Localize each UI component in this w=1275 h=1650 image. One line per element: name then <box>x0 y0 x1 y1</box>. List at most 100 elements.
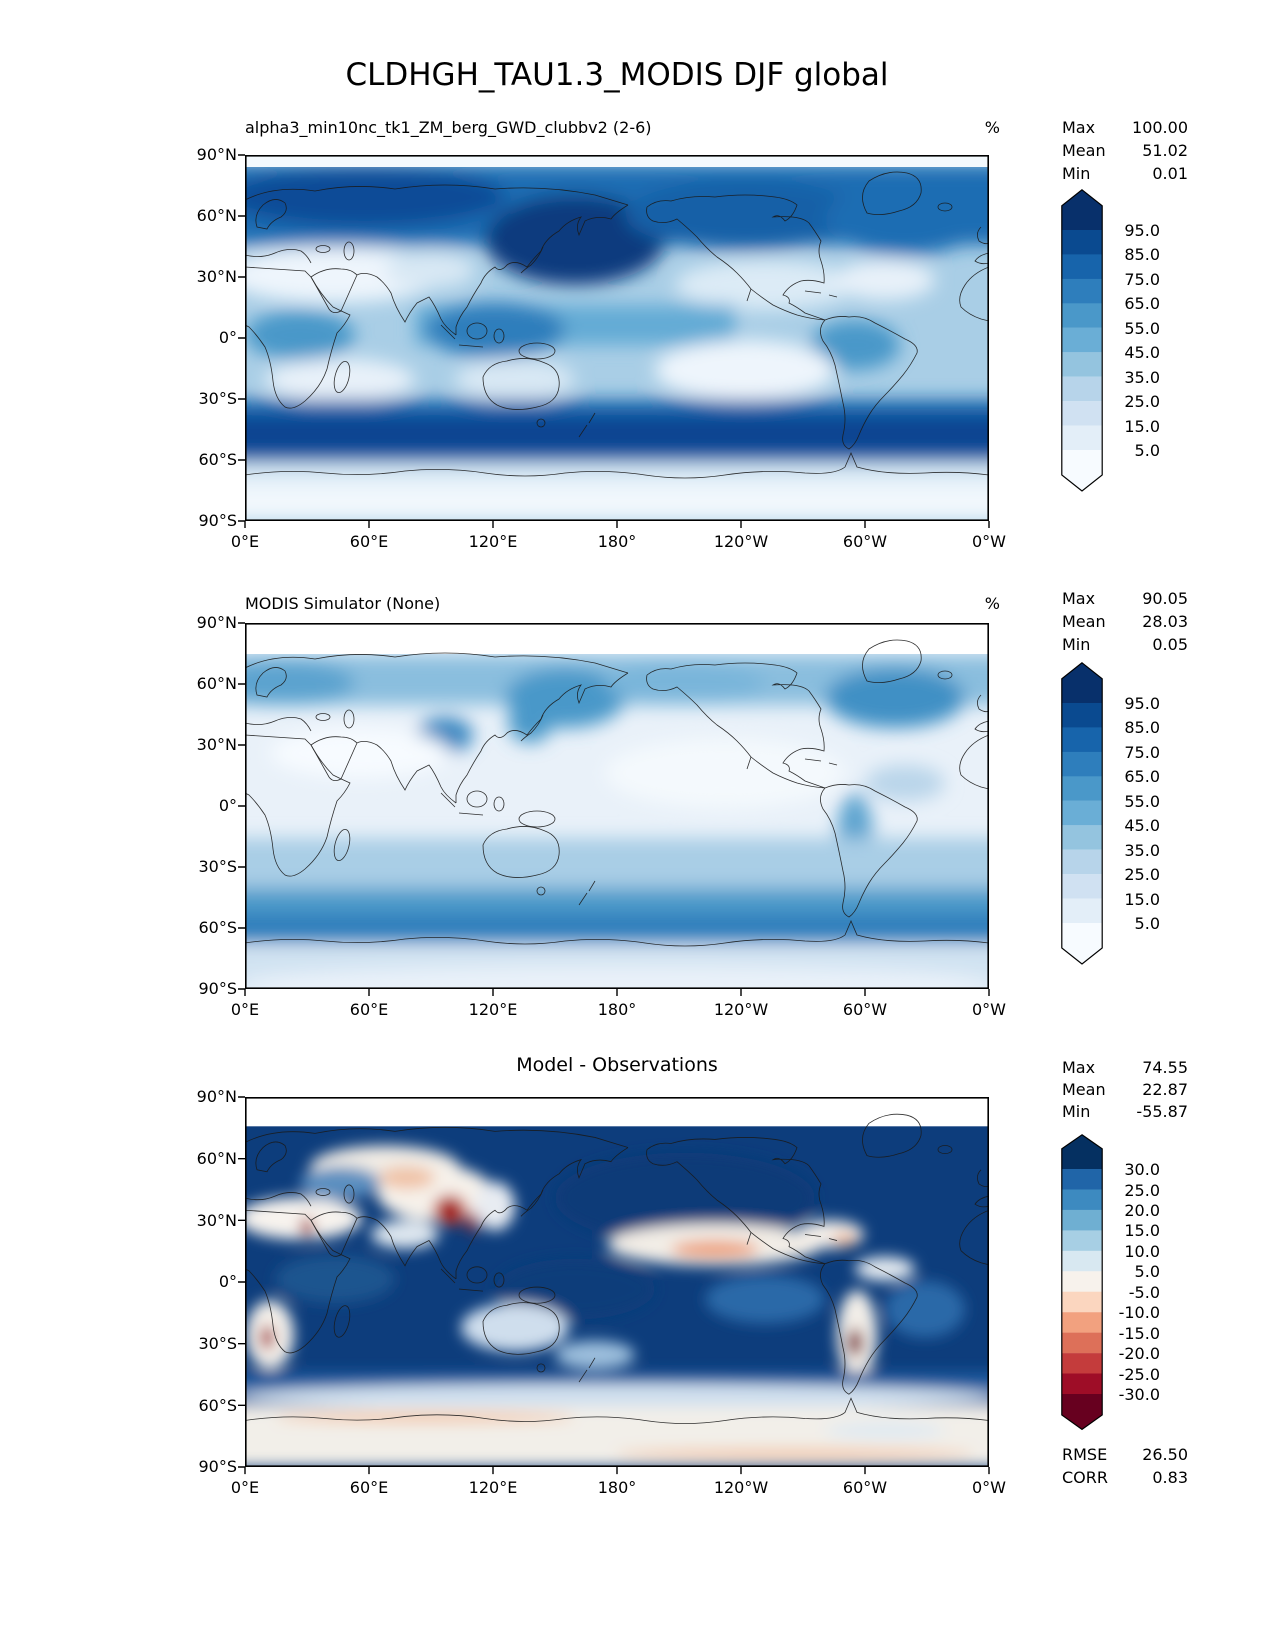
map-simulator <box>238 622 990 996</box>
colorbar-tick: 25.0 <box>1124 865 1160 885</box>
lon-tick-label: 60°W <box>842 532 888 551</box>
stat-rmse: RMSE 26.50 <box>1062 1445 1188 1464</box>
axis-ticks <box>238 622 990 996</box>
lat-tick-label: 30°S <box>198 1334 237 1353</box>
colorbar-tick: 35.0 <box>1124 367 1160 387</box>
lon-tick-label: 0°E <box>230 1478 260 1497</box>
lon-tick-label: 0°W <box>972 1000 1006 1019</box>
lat-tick-label: 90°N <box>196 145 237 164</box>
stat-max: Max 100.00 <box>1062 118 1188 137</box>
colorbar-tick: -10.0 <box>1118 1303 1160 1323</box>
lat-tick-label: 60°S <box>198 1396 237 1415</box>
lon-tick-label: 120°W <box>713 532 769 551</box>
colorbar-tick: 15.0 <box>1124 889 1160 909</box>
lon-tick-label: 180° <box>597 1478 637 1497</box>
lon-tick-label: 120°W <box>713 1478 769 1497</box>
lon-tick-label: 60°W <box>842 1478 888 1497</box>
lat-tick-label: 90°S <box>198 1457 237 1476</box>
lon-tick-label: 60°W <box>842 1000 888 1019</box>
stat-max: Max 74.55 <box>1062 1058 1188 1077</box>
lon-tick-label: 120°E <box>468 1000 518 1019</box>
lon-tick-label: 120°E <box>468 1478 518 1497</box>
lon-tick-label: 60°E <box>349 1000 389 1019</box>
colorbar-tick: 65.0 <box>1124 294 1160 314</box>
lat-tick-label: 60°N <box>196 1149 237 1168</box>
stat-min: Min 0.05 <box>1062 635 1188 654</box>
colorbar-tick: 35.0 <box>1124 840 1160 860</box>
colorbar-tick: 25.0 <box>1124 1180 1160 1200</box>
colorbar-tick: -30.0 <box>1118 1385 1160 1404</box>
lat-tick-label: 0° <box>218 328 237 347</box>
lon-tick-label: 0°W <box>972 532 1006 551</box>
colorbar-tick: 75.0 <box>1124 742 1160 762</box>
lat-tick-label: 30°S <box>198 857 237 876</box>
lat-tick-label: 90°N <box>196 1087 237 1106</box>
colorbar-model <box>1061 189 1103 492</box>
lat-tick-label: 90°S <box>198 979 237 998</box>
panel1-title: alpha3_min10nc_tk1_ZM_berg_GWD_clubbv2 (… <box>245 118 652 137</box>
field-simulator <box>245 623 989 989</box>
colorbar-tick: 5.0 <box>1134 914 1160 933</box>
figure-title: CLDHGH_TAU1.3_MODIS DJF global <box>345 57 889 93</box>
colorbar-tick: 45.0 <box>1124 343 1160 363</box>
field-model <box>245 155 989 521</box>
lat-tick-label: 60°S <box>198 918 237 937</box>
lat-tick-label: 30°N <box>196 267 237 286</box>
colorbar-tick: 85.0 <box>1124 245 1160 265</box>
lat-tick-label: 60°S <box>198 450 237 469</box>
panel2-units-label: % <box>984 594 1000 613</box>
stat-corr: CORR 0.83 <box>1062 1468 1188 1487</box>
panel1-units-label: % <box>984 118 1000 137</box>
colorbar-tick: 30.0 <box>1124 1160 1160 1179</box>
colorbar-tick: -5.0 <box>1128 1282 1160 1302</box>
stat-mean: Mean 28.03 <box>1062 612 1188 631</box>
colorbar-tick: 20.0 <box>1124 1200 1160 1220</box>
stat-min: Min -55.87 <box>1062 1102 1188 1121</box>
colorbar-tick: 75.0 <box>1124 269 1160 289</box>
panel2-title: MODIS Simulator (None) <box>245 594 441 613</box>
lat-tick-label: 30°N <box>196 735 237 754</box>
colorbar-tick: 25.0 <box>1124 392 1160 412</box>
map-model <box>238 154 990 528</box>
lon-tick-label: 120°E <box>468 532 518 551</box>
colorbar-tick: 55.0 <box>1124 791 1160 811</box>
lat-tick-label: 0° <box>218 1272 237 1291</box>
colorbar-tick: 15.0 <box>1124 1221 1160 1241</box>
lon-tick-label: 0°E <box>230 532 260 551</box>
colorbar-tick: 5.0 <box>1134 1262 1160 1282</box>
colorbar-simulator <box>1061 662 1103 965</box>
lon-tick-label: 120°W <box>713 1000 769 1019</box>
lat-tick-label: 60°N <box>196 674 237 693</box>
lat-tick-label: 30°N <box>196 1211 237 1230</box>
colorbar-tick: -20.0 <box>1118 1344 1160 1364</box>
colorbar-tick: -15.0 <box>1118 1323 1160 1343</box>
colorbar-tick: 15.0 <box>1124 416 1160 436</box>
colorbar-tick: 45.0 <box>1124 816 1160 836</box>
stat-max: Max 90.05 <box>1062 589 1188 608</box>
colorbar-tick: 55.0 <box>1124 318 1160 338</box>
colorbar-tick: 95.0 <box>1124 694 1160 713</box>
lat-tick-label: 60°N <box>196 206 237 225</box>
axis-ticks <box>238 154 990 528</box>
map-difference <box>238 1096 990 1475</box>
stat-mean: Mean 51.02 <box>1062 141 1188 160</box>
colorbar-difference <box>1061 1134 1103 1431</box>
lon-tick-label: 180° <box>597 532 637 551</box>
lat-tick-label: 30°S <box>198 389 237 408</box>
lat-tick-label: 0° <box>218 796 237 815</box>
colorbar-tick: 85.0 <box>1124 718 1160 738</box>
field-difference <box>245 1097 989 1467</box>
lon-tick-label: 60°E <box>349 532 389 551</box>
lon-tick-label: 60°E <box>349 1478 389 1497</box>
colorbar-tick: -25.0 <box>1118 1364 1160 1384</box>
panel3-title: Model - Observations <box>516 1054 718 1076</box>
axis-ticks <box>238 1096 990 1475</box>
colorbar-tick: 5.0 <box>1134 441 1160 460</box>
lat-tick-label: 90°N <box>196 613 237 632</box>
lon-tick-label: 0°W <box>972 1478 1006 1497</box>
stat-min: Min 0.01 <box>1062 164 1188 183</box>
stat-mean: Mean 22.87 <box>1062 1080 1188 1099</box>
lon-tick-label: 180° <box>597 1000 637 1019</box>
lon-tick-label: 0°E <box>230 1000 260 1019</box>
